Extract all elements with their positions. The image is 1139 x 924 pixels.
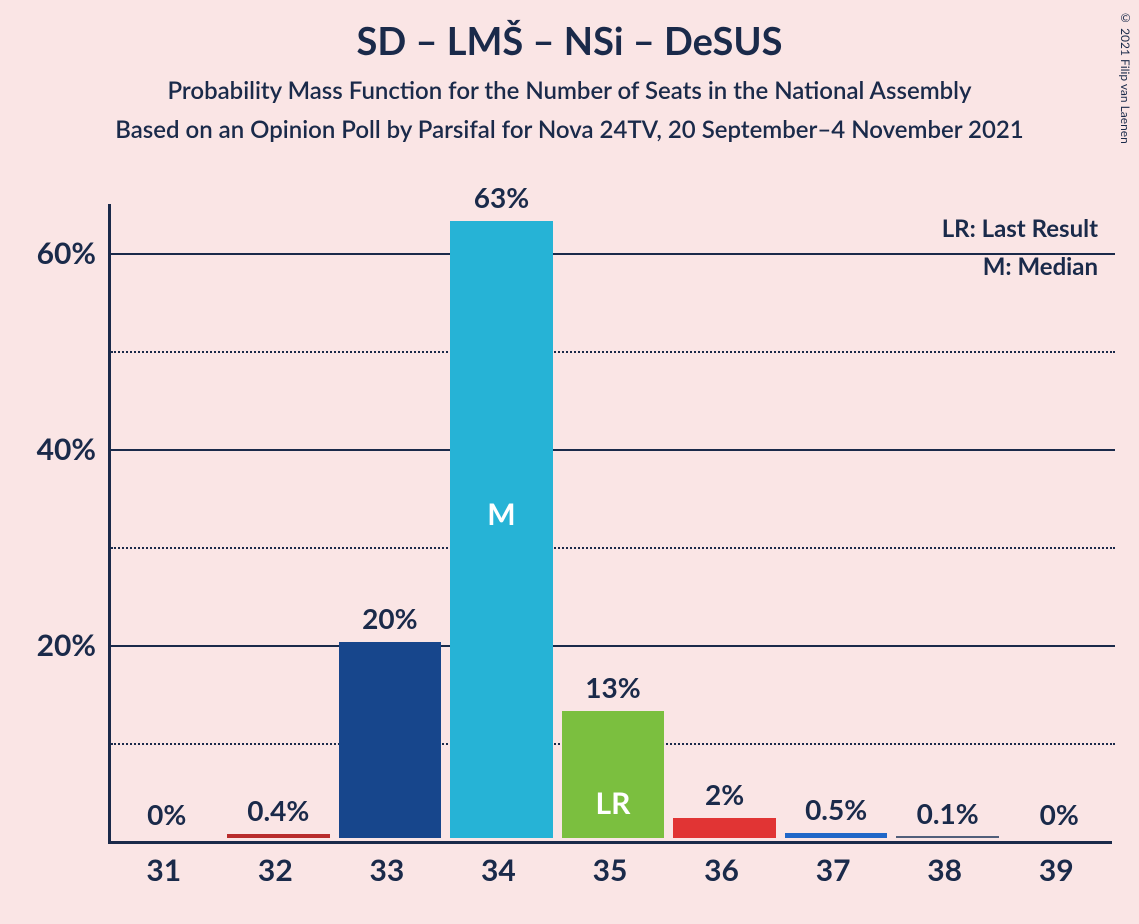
x-tick-label: 31 <box>146 852 181 888</box>
plot-region: 0%0.4%20%63%M13%LR2%0.5%0.1%0% <box>108 204 1112 844</box>
x-tick-label: 35 <box>593 852 628 888</box>
gridline <box>111 449 1115 451</box>
chart-source: Based on an Opinion Poll by Parsifal for… <box>0 115 1139 144</box>
last-result-marker: LR <box>596 785 631 821</box>
y-tick-label: 60% <box>16 235 96 271</box>
x-tick-label: 34 <box>481 852 516 888</box>
gridline <box>111 351 1115 353</box>
bar-value-label: 20% <box>362 601 417 635</box>
x-tick-label: 39 <box>1039 852 1074 888</box>
copyright-text: © 2021 Filip van Laenen <box>1118 10 1133 144</box>
gridline <box>111 645 1115 647</box>
x-tick-label: 37 <box>816 852 851 888</box>
gridline <box>111 547 1115 549</box>
bar-value-label: 13% <box>585 670 640 704</box>
bar-value-label: 0.1% <box>917 796 979 830</box>
median-marker: M <box>487 496 515 532</box>
legend: LR: Last Result M: Median <box>942 210 1098 287</box>
x-tick-label: 38 <box>927 852 962 888</box>
bar <box>227 834 330 838</box>
bar-value-label: 2% <box>705 777 744 811</box>
bar-value-label: 63% <box>474 180 529 214</box>
bar-value-label: 0.4% <box>247 793 309 827</box>
chart-title: SD – LMŠ – NSi – DeSUS <box>0 18 1139 64</box>
bar <box>673 818 776 838</box>
bar-value-label: 0.5% <box>805 792 867 826</box>
legend-m: M: Median <box>942 248 1098 286</box>
bar <box>896 836 999 838</box>
x-tick-label: 33 <box>369 852 404 888</box>
bar <box>339 642 442 838</box>
legend-lr: LR: Last Result <box>942 210 1098 248</box>
x-tick-label: 32 <box>258 852 293 888</box>
x-tick-label: 36 <box>704 852 739 888</box>
bar-value-label: 0% <box>1040 797 1079 831</box>
bar <box>785 833 888 838</box>
y-tick-label: 20% <box>16 627 96 663</box>
chart-area: 0%0.4%20%63%M13%LR2%0.5%0.1%0% LR: Last … <box>108 204 1112 844</box>
chart-subtitle: Probability Mass Function for the Number… <box>0 76 1139 105</box>
bar-value-label: 0% <box>147 797 186 831</box>
y-tick-label: 40% <box>16 431 96 467</box>
chart-header: SD – LMŠ – NSi – DeSUS Probability Mass … <box>0 0 1139 144</box>
